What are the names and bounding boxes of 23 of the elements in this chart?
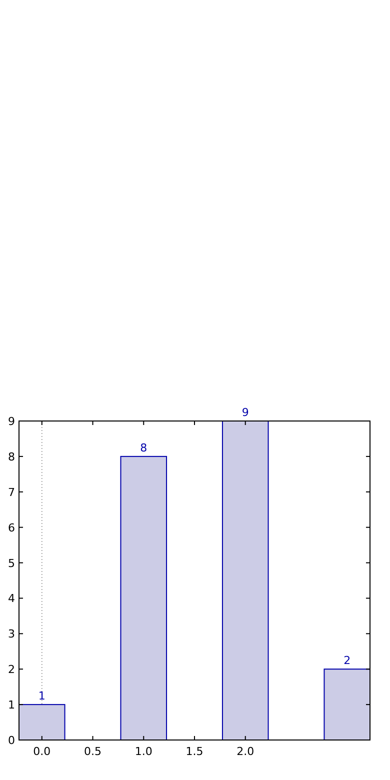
bar <box>18 704 66 740</box>
bar <box>222 420 269 740</box>
data-label: 1 <box>38 690 46 703</box>
x-tick-label: 1.0 <box>134 745 152 758</box>
y-tick-label: 2 <box>8 663 15 676</box>
y-tick-label: 7 <box>8 486 15 499</box>
y-tick-label: 4 <box>8 592 15 606</box>
y-tick-label: 9 <box>8 415 15 428</box>
y-tick-label: 3 <box>8 628 15 641</box>
y-tick-label: 6 <box>8 521 15 534</box>
x-tick-label: 1.5 <box>186 745 204 758</box>
x-tick-label: 2.0 <box>236 745 254 758</box>
x-tick-label: 0.5 <box>84 745 102 758</box>
y-tick-label: 8 <box>8 450 15 464</box>
x-tick-label: 0.0 <box>33 745 51 758</box>
y-tick-label: 1 <box>8 698 15 712</box>
data-label: 8 <box>140 441 148 454</box>
data-label: 2 <box>344 654 351 668</box>
y-tick-label: 0 <box>8 734 15 747</box>
y-tick-label: 5 <box>8 556 15 570</box>
bar <box>324 668 370 740</box>
bar <box>120 456 168 740</box>
data-label: 9 <box>242 406 249 419</box>
